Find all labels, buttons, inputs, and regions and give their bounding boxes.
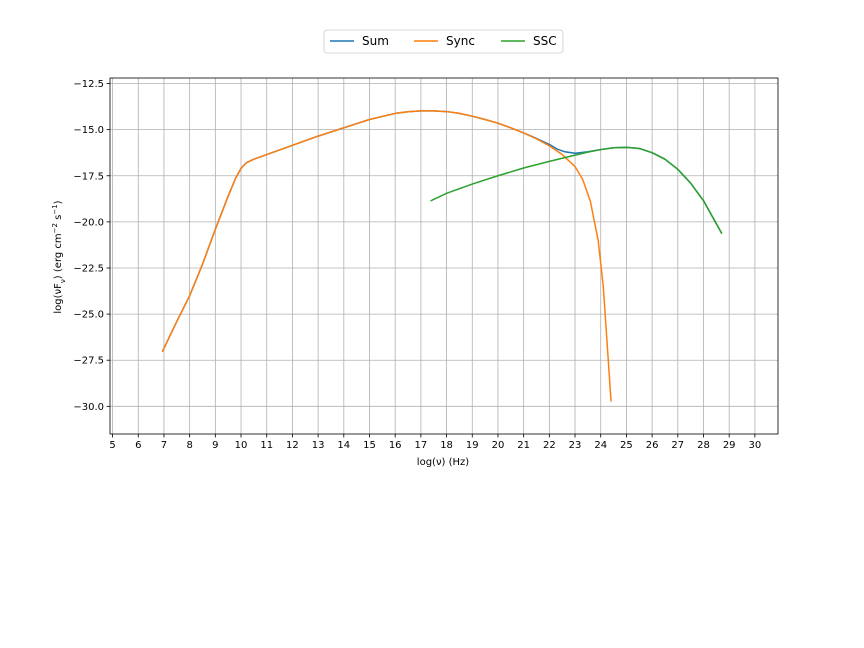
x-tick-label: 18 (440, 440, 453, 451)
series-line-ssc (430, 146, 723, 234)
x-tick-label: 11 (260, 440, 273, 451)
series-group (161, 110, 723, 402)
x-tick-label: 7 (161, 440, 167, 451)
y-tick-label: −22.5 (73, 263, 104, 274)
x-tick-label: 13 (312, 440, 325, 451)
x-tick-label: 17 (415, 440, 428, 451)
x-tick-label: 25 (620, 440, 633, 451)
x-tick-label: 14 (337, 440, 350, 451)
x-tick-label: 6 (135, 440, 141, 451)
y-tick-label: −12.5 (73, 79, 104, 90)
x-tick-label: 9 (212, 440, 218, 451)
y-tick-label: −17.5 (73, 171, 104, 182)
y-label-sup1: −2 (51, 223, 59, 233)
legend-label-sync: Sync (446, 34, 475, 48)
x-tick-label: 28 (697, 440, 710, 451)
legend-label-ssc: SSC (533, 34, 557, 48)
x-tick-label: 10 (235, 440, 248, 451)
legend: Sum Sync SSC (323, 29, 564, 54)
plot-frame (109, 77, 779, 435)
grid (110, 78, 778, 434)
x-tick-label: 30 (749, 440, 762, 451)
y-tick-label: −20.0 (73, 217, 104, 228)
x-tick-label: 24 (594, 440, 607, 451)
y-label-sup2: −1 (51, 204, 59, 214)
x-axis-label: log(ν) (Hz) (417, 457, 469, 468)
x-tick-label: 27 (671, 440, 684, 451)
y-tick-label: −30.0 (73, 402, 104, 413)
y-label-sub: ν (59, 279, 67, 283)
y-label-close: ) (53, 200, 64, 204)
x-tick-label: 16 (389, 440, 402, 451)
x-tick-label: 29 (723, 440, 736, 451)
x-tick-label: 19 (466, 440, 479, 451)
y-tick-label: −15.0 (73, 125, 104, 136)
x-tick-label: 15 (363, 440, 376, 451)
x-tick-label: 20 (492, 440, 505, 451)
y-label-main: log(νF (53, 283, 64, 314)
x-axis-ticks: 5 6 7 8 9 10 11 12 13 14 15 16 17 18 19 20 21 22 23 24 25 26 2… (109, 434, 761, 451)
x-tick-label: 26 (646, 440, 659, 451)
y-axis-label: log(νFν) (erg cm−2 s−1) (51, 200, 67, 313)
y-axis-ticks: −12.5 −15.0 −17.5 −20.0 −22.5 −25.0 −27.5 −30.0 (73, 79, 110, 413)
x-tick-label: 12 (286, 440, 299, 451)
x-tick-label: 8 (186, 440, 192, 451)
y-label-s: s (53, 215, 64, 223)
legend-label-sum: Sum (362, 34, 389, 48)
y-tick-label: −25.0 (73, 310, 104, 321)
x-tick-label: 23 (569, 440, 582, 451)
x-tick-label: 21 (517, 440, 530, 451)
x-tick-label: 22 (543, 440, 556, 451)
y-tick-label: −27.5 (73, 356, 104, 367)
y-label-units: ) (erg cm (53, 233, 64, 279)
x-tick-label: 5 (109, 440, 115, 451)
legend-box (323, 29, 564, 54)
series-line-sync (161, 110, 612, 402)
